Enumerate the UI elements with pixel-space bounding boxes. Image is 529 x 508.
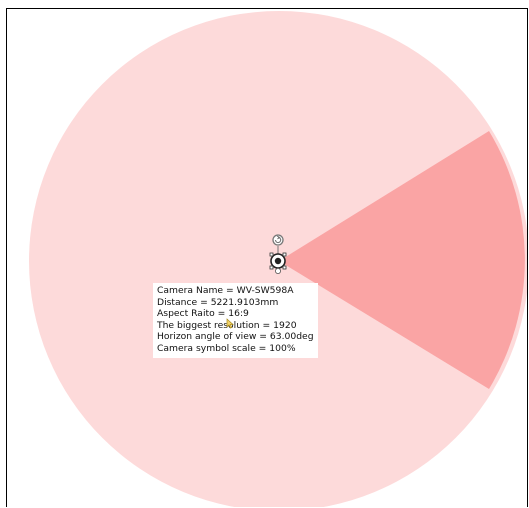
mouse-cursor-icon bbox=[226, 318, 234, 332]
camera-name-line: Camera Name = WV-SW598A bbox=[157, 285, 294, 296]
distance-line: Distance = 5221.9103mm bbox=[157, 296, 279, 308]
aspect-ratio-line: Aspect Raito = 16:9 bbox=[157, 308, 249, 320]
resolution-line: The biggest resolution = 1920 bbox=[157, 319, 297, 331]
symbol-scale-line: Camera symbol scale = 100% bbox=[157, 342, 296, 354]
rotate-handle-icon[interactable] bbox=[272, 234, 284, 256]
camera-info-label[interactable]: Camera Name = WV-SW598A Distance = 5221.… bbox=[153, 283, 318, 358]
camera-symbol-icon[interactable] bbox=[269, 252, 287, 274]
horizon-angle-line: Horizon angle of view = 63.00deg bbox=[157, 331, 314, 343]
coverage-diagram bbox=[29, 11, 527, 507]
view-angle-cone[interactable] bbox=[279, 131, 525, 389]
diagram-canvas-frame: Camera Name = WV-SW598A Distance = 5221.… bbox=[6, 8, 528, 507]
